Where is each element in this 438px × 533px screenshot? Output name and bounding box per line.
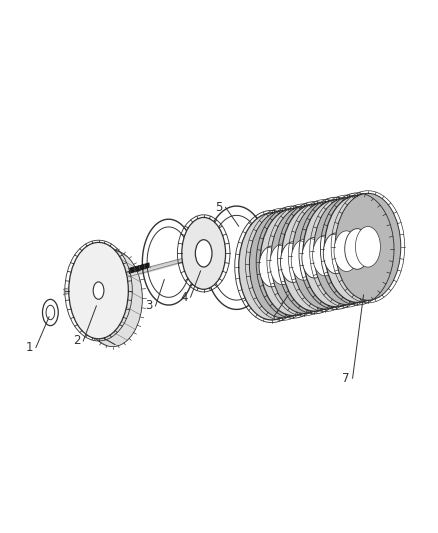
Ellipse shape [83,251,142,346]
Ellipse shape [323,233,348,273]
Text: 4: 4 [180,290,188,304]
Ellipse shape [195,240,212,267]
Ellipse shape [260,209,326,316]
Text: 1: 1 [25,341,33,354]
Ellipse shape [302,237,327,278]
Ellipse shape [249,211,315,318]
Ellipse shape [345,229,370,269]
Polygon shape [129,263,149,273]
Ellipse shape [280,242,305,282]
Ellipse shape [291,240,316,280]
Ellipse shape [69,243,128,339]
Ellipse shape [239,213,304,320]
Text: 2: 2 [73,335,81,348]
Ellipse shape [313,235,338,276]
Ellipse shape [292,202,358,309]
Ellipse shape [355,227,380,267]
Text: 6: 6 [263,310,271,324]
Text: 3: 3 [145,300,152,312]
Ellipse shape [325,196,390,302]
Ellipse shape [93,282,104,299]
Ellipse shape [259,246,284,287]
Ellipse shape [314,198,379,304]
Ellipse shape [334,231,359,271]
Text: 7: 7 [342,372,350,385]
Ellipse shape [282,204,347,311]
Ellipse shape [303,200,369,307]
Ellipse shape [271,206,336,313]
Text: 5: 5 [215,201,223,214]
Ellipse shape [270,244,295,285]
Ellipse shape [182,217,226,289]
Ellipse shape [335,193,401,300]
